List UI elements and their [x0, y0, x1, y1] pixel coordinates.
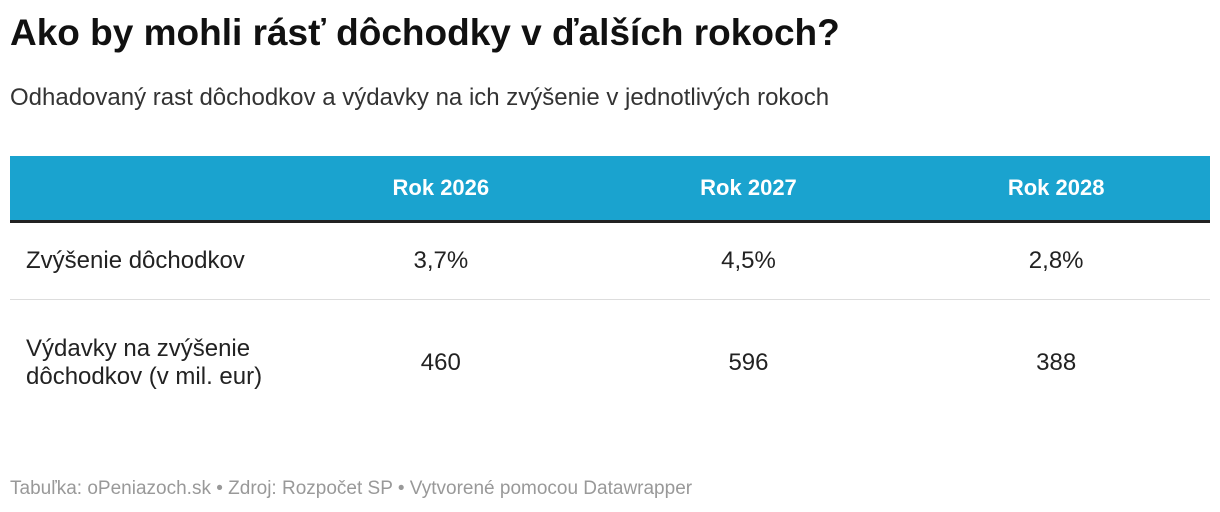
header-cell: Rok 2026 — [287, 156, 595, 223]
cell: 2,8% — [902, 221, 1210, 300]
header-cell — [10, 156, 287, 223]
header-row: Rok 2026 Rok 2027 Rok 2028 — [10, 156, 1210, 223]
footer: Tabuľka: oPeniazoch.sk • Zdroj: Rozpočet… — [10, 478, 693, 499]
cell: 596 — [728, 349, 769, 376]
header-cell: Rok 2027 — [594, 156, 903, 223]
title: Ako by mohli rásť dôchodky v ďalších rok… — [10, 12, 840, 53]
row-label: Výdavky na zvýšenie dôchodkov (v mil. eu… — [26, 335, 263, 390]
table: Rok 2026 Rok 2027 Rok 2028 Zvýšenie dôch… — [10, 156, 1210, 426]
row-label: Zvýšenie dôchodkov — [10, 221, 287, 300]
row: Zvýšenie dôchodkov 3,7% 4,5% 2,8% — [10, 221, 1210, 300]
subtitle: Odhadovaný rast dôchodkov a výdavky na i… — [10, 84, 830, 111]
cell: 4,5% — [594, 221, 903, 300]
cell: 3,7% — [287, 221, 595, 300]
header-cell: Rok 2028 — [902, 156, 1210, 223]
cell: 388 — [1036, 349, 1077, 376]
cell: 460 — [420, 349, 461, 376]
row: Výdavky na zvýšenie dôchodkov (v mil. eu… — [10, 300, 1210, 427]
